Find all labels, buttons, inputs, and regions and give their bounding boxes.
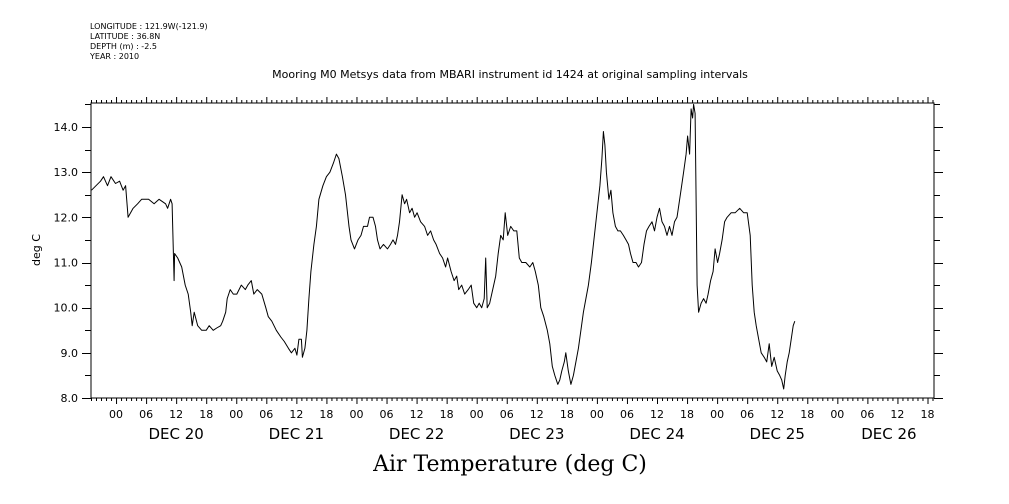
station-metadata: LONGITUDE : 121.9W(-121.9) LATITUDE : 36…: [90, 22, 208, 62]
x-day-label: DEC 26: [861, 425, 916, 443]
x-tick-label: 06: [740, 408, 754, 421]
y-tick-label: 14.0: [54, 121, 79, 134]
x-tick-label: 00: [830, 408, 844, 421]
variable-title: Air Temperature (deg C): [373, 452, 647, 477]
latitude-text: LATITUDE : 36.8N: [90, 32, 161, 41]
x-tick-label: 12: [169, 408, 183, 421]
x-tick-label: 06: [259, 408, 273, 421]
x-tick-label: 00: [470, 408, 484, 421]
x-tick-label: 12: [530, 408, 544, 421]
x-tick-label: 12: [289, 408, 303, 421]
y-tick-label: 11.0: [54, 257, 79, 270]
x-tick-label: 06: [500, 408, 514, 421]
y-tick-label: 8.0: [61, 392, 79, 405]
x-tick-label: 18: [800, 408, 814, 421]
depth-text: DEPTH (m) : -2.5: [90, 42, 157, 51]
x-tick-label: 00: [349, 408, 363, 421]
x-tick-label: 12: [890, 408, 904, 421]
plot-frame: [90, 102, 935, 399]
air-temperature-line: [91, 103, 796, 390]
y-tick-label: 10.0: [54, 302, 79, 315]
x-day-label: DEC 20: [148, 425, 203, 443]
x-day-label: DEC 21: [269, 425, 324, 443]
x-day-label: DEC 22: [389, 425, 444, 443]
x-day-label: DEC 25: [750, 425, 805, 443]
x-tick-label: 00: [229, 408, 243, 421]
minor-ticks: [91, 97, 934, 404]
x-tick-label: 00: [590, 408, 604, 421]
x-tick-label: 18: [920, 408, 934, 421]
y-axis-label: deg C: [30, 234, 43, 266]
chart-title: Mooring M0 Metsys data from MBARI instru…: [272, 68, 748, 81]
x-tick-label: 00: [109, 408, 123, 421]
x-tick-label: 12: [650, 408, 664, 421]
y-tick-label: 13.0: [54, 166, 79, 179]
x-day-label: DEC 23: [509, 425, 564, 443]
y-tick-label: 9.0: [61, 347, 79, 360]
x-tick-label: 18: [440, 408, 454, 421]
x-tick-label: 06: [620, 408, 634, 421]
x-tick-label: 00: [710, 408, 724, 421]
x-tick-label: 06: [139, 408, 153, 421]
x-tick-label: 06: [860, 408, 874, 421]
x-tick-label: 12: [410, 408, 424, 421]
x-tick-label: 06: [380, 408, 394, 421]
longitude-text: LONGITUDE : 121.9W(-121.9): [90, 22, 208, 31]
x-tick-label: 18: [560, 408, 574, 421]
x-tick-label: 18: [199, 408, 213, 421]
y-axis: 8.0 9.0 10.0 11.0 12.0 13.0 14.0: [54, 104, 943, 405]
x-axis: 00 06 12 18 00 06 12 18 00 06 12 18 00 06 12 18 00 06 12 18…: [109, 408, 934, 443]
x-tick-label: 18: [680, 408, 694, 421]
x-day-label: DEC 24: [629, 425, 684, 443]
x-tick-label: 12: [770, 408, 784, 421]
y-tick-label: 12.0: [54, 211, 79, 224]
x-tick-label: 18: [319, 408, 333, 421]
year-text: YEAR : 2010: [90, 52, 140, 61]
